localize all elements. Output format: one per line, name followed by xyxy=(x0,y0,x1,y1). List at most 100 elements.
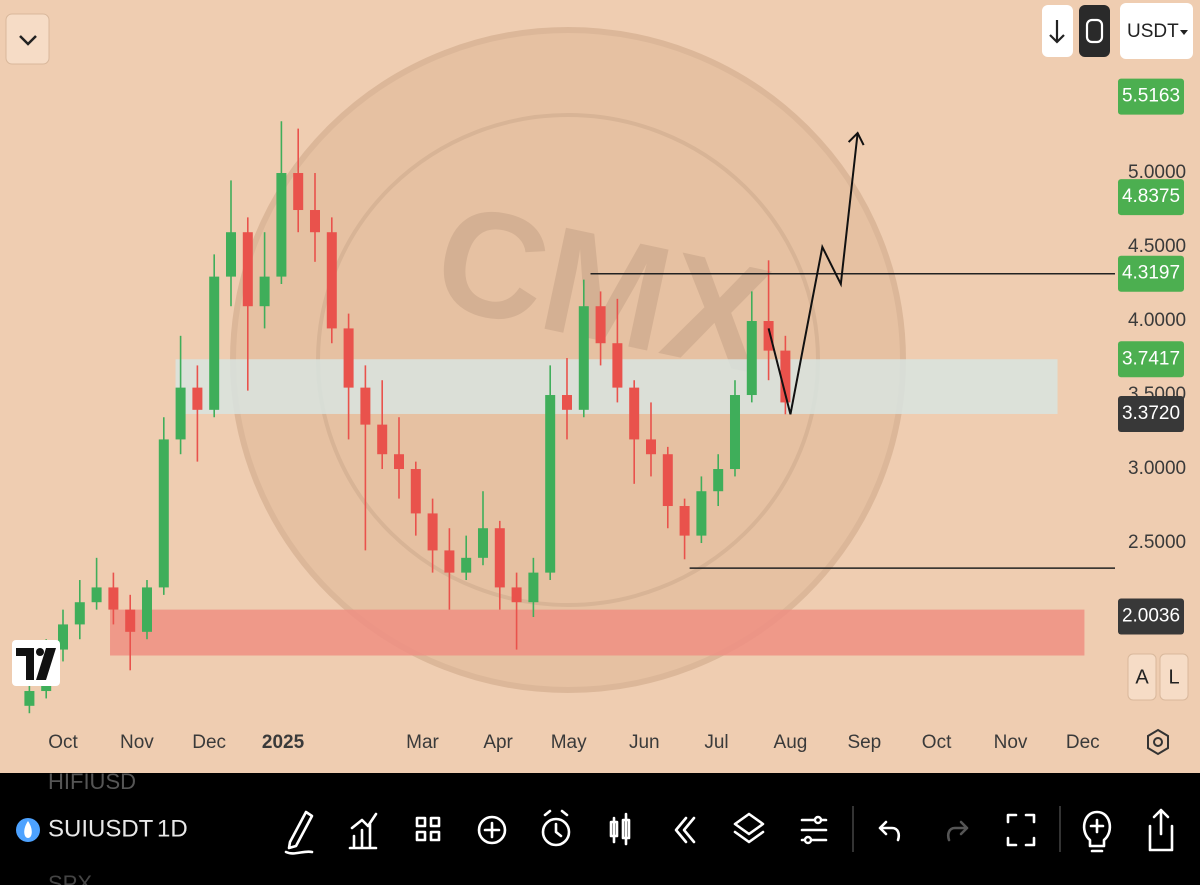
candle-body xyxy=(679,506,690,536)
replay-icon[interactable] xyxy=(674,816,696,844)
price-tag xyxy=(1118,341,1184,378)
candle-body xyxy=(158,439,169,588)
currency-label: USDT xyxy=(1127,21,1179,42)
candle-body xyxy=(108,587,119,610)
price-tag-label: 4.8375 xyxy=(1122,186,1180,207)
dropdown-icon xyxy=(1180,30,1188,35)
settings-button[interactable] xyxy=(1147,728,1169,756)
indicators-icon[interactable] xyxy=(348,812,378,850)
plot xyxy=(24,121,1115,714)
price-tag-label: 3.3720 xyxy=(1122,403,1180,424)
price-tag xyxy=(1118,255,1184,292)
candle-body xyxy=(780,350,791,403)
undo-icon[interactable] xyxy=(878,820,901,842)
log-scale-button[interactable] xyxy=(1159,653,1189,701)
candle-body xyxy=(696,491,707,536)
interval[interactable]: 1D xyxy=(157,815,188,842)
candle-body xyxy=(595,306,606,344)
x-tick-label: Nov xyxy=(994,732,1028,753)
candle-body xyxy=(242,232,253,307)
candle-body xyxy=(24,691,35,706)
gear-center xyxy=(1153,737,1163,747)
candle-body xyxy=(444,550,455,573)
x-tick-label: Oct xyxy=(922,732,952,753)
candle-body xyxy=(57,624,68,650)
candle-body xyxy=(477,528,488,558)
candle-body xyxy=(410,469,421,514)
logo-dot xyxy=(36,648,44,656)
candle-body xyxy=(427,513,438,551)
candle-body xyxy=(645,439,656,455)
alert-icon[interactable] xyxy=(541,817,571,847)
layouts-icon[interactable] xyxy=(415,816,441,842)
candle-body xyxy=(729,395,740,470)
price-tag xyxy=(1118,395,1184,432)
ideas-icon[interactable] xyxy=(1082,810,1112,853)
x-tick-label: Sep xyxy=(847,732,881,753)
x-tick-label: Mar xyxy=(406,732,439,753)
candle-body xyxy=(662,454,673,507)
candle-body xyxy=(293,173,304,211)
toolbar-icons xyxy=(284,806,1174,855)
x-tick-label: Apr xyxy=(483,732,513,753)
draw-icon[interactable] xyxy=(284,810,314,855)
slider-knob xyxy=(813,815,823,825)
candle-body xyxy=(259,276,270,307)
down-arrow-icon xyxy=(1049,20,1065,44)
candle-body xyxy=(192,387,203,410)
candle-body xyxy=(276,173,287,277)
candle-body xyxy=(74,602,85,625)
x-tick-label: 2025 xyxy=(262,732,305,753)
candle-body xyxy=(225,232,236,277)
share-icon[interactable] xyxy=(1148,808,1174,852)
price-tag-label: 3.7417 xyxy=(1122,348,1180,369)
y-tick-label: 2.5000 xyxy=(1128,532,1186,553)
x-tick-label: Jul xyxy=(704,732,728,753)
candle-body xyxy=(528,572,539,603)
candle-body xyxy=(175,387,186,440)
candle-body xyxy=(309,210,320,233)
x-tick-label: Dec xyxy=(192,732,226,753)
candle-body xyxy=(713,469,724,492)
candle-body xyxy=(629,387,640,440)
redo-icon[interactable] xyxy=(946,820,969,842)
symbol-below: SPX xyxy=(48,871,92,885)
candle-body xyxy=(494,528,505,588)
y-tick-label: 4.5000 xyxy=(1128,236,1186,257)
candle-body xyxy=(561,395,572,410)
fullscreen-icon[interactable] xyxy=(1006,813,1036,847)
candle-body xyxy=(125,609,136,632)
candle-body xyxy=(343,328,354,388)
bottom-toolbar xyxy=(0,773,1200,885)
symbol[interactable]: SUIUSDT xyxy=(48,815,154,842)
fit-button[interactable] xyxy=(1079,5,1110,57)
chart-type-icon[interactable] xyxy=(609,812,631,846)
chevron-icon xyxy=(19,35,37,46)
auto-scale-button[interactable] xyxy=(1127,653,1157,701)
price-tag xyxy=(1118,598,1184,635)
layers-icon[interactable] xyxy=(733,812,765,844)
x-tick-label: Jun xyxy=(629,732,660,753)
candle-body xyxy=(141,587,152,632)
sui-drop xyxy=(24,821,32,838)
tradingview-logo xyxy=(12,640,60,686)
x-tick-label: Dec xyxy=(1066,732,1100,753)
candle-body xyxy=(393,454,404,470)
collapse-button[interactable] xyxy=(5,13,50,65)
currency-button[interactable] xyxy=(1120,3,1193,59)
gear-icon xyxy=(1147,728,1169,756)
candle-body xyxy=(326,232,337,329)
price-tag-label: 4.3197 xyxy=(1122,263,1180,284)
x-tick-label: Oct xyxy=(48,732,78,753)
add-icon[interactable] xyxy=(477,815,507,845)
price-tag-label: 5.5163 xyxy=(1122,86,1180,107)
add-cross xyxy=(483,821,501,839)
x-tick-label: Aug xyxy=(774,732,808,753)
price-tag xyxy=(1118,78,1184,115)
candle-body xyxy=(360,387,371,425)
price-tag-label: 2.0036 xyxy=(1122,606,1180,627)
candle-body xyxy=(578,306,589,410)
candle-body xyxy=(209,276,220,410)
x-tick-label: Nov xyxy=(120,732,154,753)
